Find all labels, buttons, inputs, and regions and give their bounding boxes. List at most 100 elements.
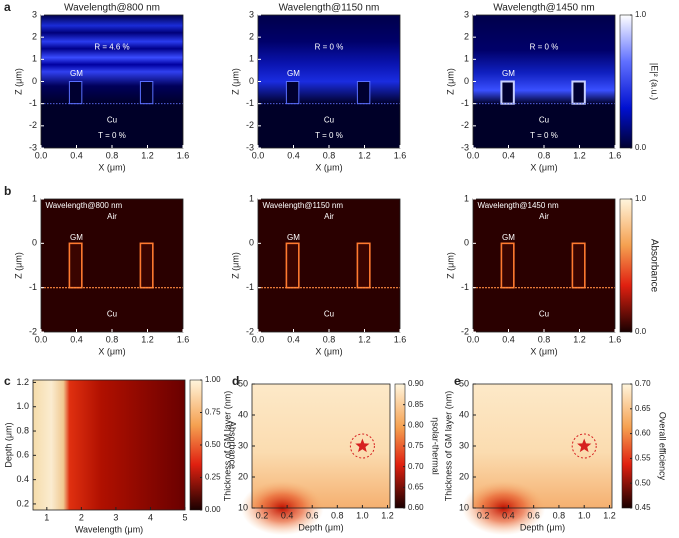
y-tick-label: -2 <box>461 326 469 336</box>
annotation: Cu <box>324 115 334 124</box>
x-tick-label: 0.0 <box>252 150 265 160</box>
y-tick-label: 20 <box>459 471 469 481</box>
y-tick-label: 1 <box>32 54 37 64</box>
y-tick-label: 0.6 <box>16 450 29 460</box>
x-tick-label: 1.6 <box>177 334 190 344</box>
x-tick-label: 0.6 <box>527 510 540 520</box>
y-axis-label: Z (μm) <box>445 68 455 95</box>
field-upper <box>258 15 400 104</box>
y-tick-label: -2 <box>246 326 254 336</box>
y-tick-label: -2 <box>461 120 469 130</box>
y-tick-label: 0.4 <box>16 474 29 484</box>
annotation: T = 0 % <box>530 131 558 140</box>
y-tick-label: 2 <box>32 32 37 42</box>
y-tick-label: 1 <box>464 54 469 64</box>
colorbar-tick-label: 0.50 <box>205 440 221 449</box>
colorbar-tick-label: 1.00 <box>205 375 221 384</box>
colorbar-tick-label: 0.65 <box>635 404 651 413</box>
field-upper <box>41 15 183 104</box>
x-tick-label: 0.0 <box>467 150 480 160</box>
plot <box>258 199 400 332</box>
x-tick-label: 0.4 <box>70 150 83 160</box>
x-tick-label: 1.6 <box>394 150 407 160</box>
gm-pillar <box>500 242 515 289</box>
y-tick-label: 3 <box>32 9 37 19</box>
x-tick-label: 0.8 <box>538 334 551 344</box>
y-tick-label: 0 <box>32 238 37 248</box>
plot <box>473 199 615 332</box>
colorbar-tick-label: 1.0 <box>635 10 647 19</box>
plot <box>41 15 183 148</box>
y-tick-label: 1 <box>32 193 37 203</box>
x-tick-label: 3 <box>113 512 118 522</box>
colorbar-tick-label: 0.0 <box>635 143 647 152</box>
field-background <box>258 199 400 332</box>
annotation: GM <box>70 233 83 242</box>
annotation: Cu <box>107 115 117 124</box>
colorbar-label: |E|² (a.u.) <box>650 63 660 100</box>
field-background <box>41 199 183 332</box>
colorbar-tick-label: 0.60 <box>408 503 424 512</box>
plot <box>33 380 185 510</box>
y-tick-label: -1 <box>29 282 37 292</box>
y-tick-label: 40 <box>459 409 469 419</box>
y-tick-label: 40 <box>238 409 248 419</box>
y-tick-label: 50 <box>238 378 248 388</box>
y-tick-label: 1.2 <box>16 377 29 387</box>
gm-pillar <box>68 242 83 289</box>
y-tick-label: -3 <box>29 142 37 152</box>
y-tick-label: 1 <box>249 54 254 64</box>
y-tick-label: -1 <box>461 98 469 108</box>
gm-pillar <box>285 242 300 289</box>
colorbar-tick-label: 0.75 <box>205 408 221 417</box>
y-tick-label: -1 <box>461 282 469 292</box>
annotation: Cu <box>107 309 117 318</box>
annotation: Air <box>539 212 549 221</box>
x-axis-label: X (μm) <box>530 162 557 172</box>
marker-ring <box>349 433 375 459</box>
colorbar-tick-label: 0.50 <box>635 478 651 487</box>
annotation: GM <box>287 69 300 78</box>
y-tick-label: 50 <box>459 378 469 388</box>
x-axis-label: X (μm) <box>530 346 557 356</box>
y-tick-label: 0 <box>464 238 469 248</box>
colorbar-tick-label: 0.65 <box>408 482 424 491</box>
field-upper <box>473 15 615 104</box>
annotation: Air <box>107 212 117 221</box>
y-axis-label: Z (μm) <box>445 252 455 279</box>
colorbar-label: Overall efficiency <box>658 412 668 481</box>
annotation: T = 0 % <box>98 131 126 140</box>
colorbar-label: Absorbance <box>648 239 659 293</box>
panel-letter: a <box>4 0 11 14</box>
x-tick-label: 1.6 <box>609 150 622 160</box>
x-tick-label: 1.6 <box>609 334 622 344</box>
y-tick-label: 3 <box>464 9 469 19</box>
x-tick-label: 0.4 <box>287 150 300 160</box>
gm-pillar <box>500 80 515 105</box>
gm-pillar <box>139 81 154 105</box>
x-tick-label: 0.4 <box>502 510 515 520</box>
y-tick-label: 30 <box>238 440 248 450</box>
y-tick-label: 0 <box>464 76 469 86</box>
x-tick-label: 1.0 <box>356 510 369 520</box>
y-tick-label: -3 <box>461 142 469 152</box>
field-background <box>473 199 615 332</box>
y-axis-label: Z (μm) <box>230 252 240 279</box>
x-tick-label: 0.4 <box>502 150 515 160</box>
x-tick-label: 0.0 <box>252 334 265 344</box>
x-tick-label: 0.2 <box>256 510 269 520</box>
gm-pillar <box>285 81 300 105</box>
x-tick-label: 5 <box>182 512 187 522</box>
x-tick-label: 0.4 <box>502 334 515 344</box>
x-tick-label: 0.0 <box>35 150 48 160</box>
gm-pillar <box>571 80 586 105</box>
colorbar-tick-label: 0.90 <box>408 379 424 388</box>
chart-title: Wavelength@1150 nm <box>279 3 380 14</box>
y-tick-label: 0 <box>32 76 37 86</box>
y-tick-label: -2 <box>29 120 37 130</box>
x-tick-label: 0.0 <box>35 334 48 344</box>
y-axis-label: Z (μm) <box>230 68 240 95</box>
colorbar-tick-label: 0.80 <box>408 420 424 429</box>
x-tick-label: 1.6 <box>394 334 407 344</box>
colorbar <box>621 383 633 509</box>
